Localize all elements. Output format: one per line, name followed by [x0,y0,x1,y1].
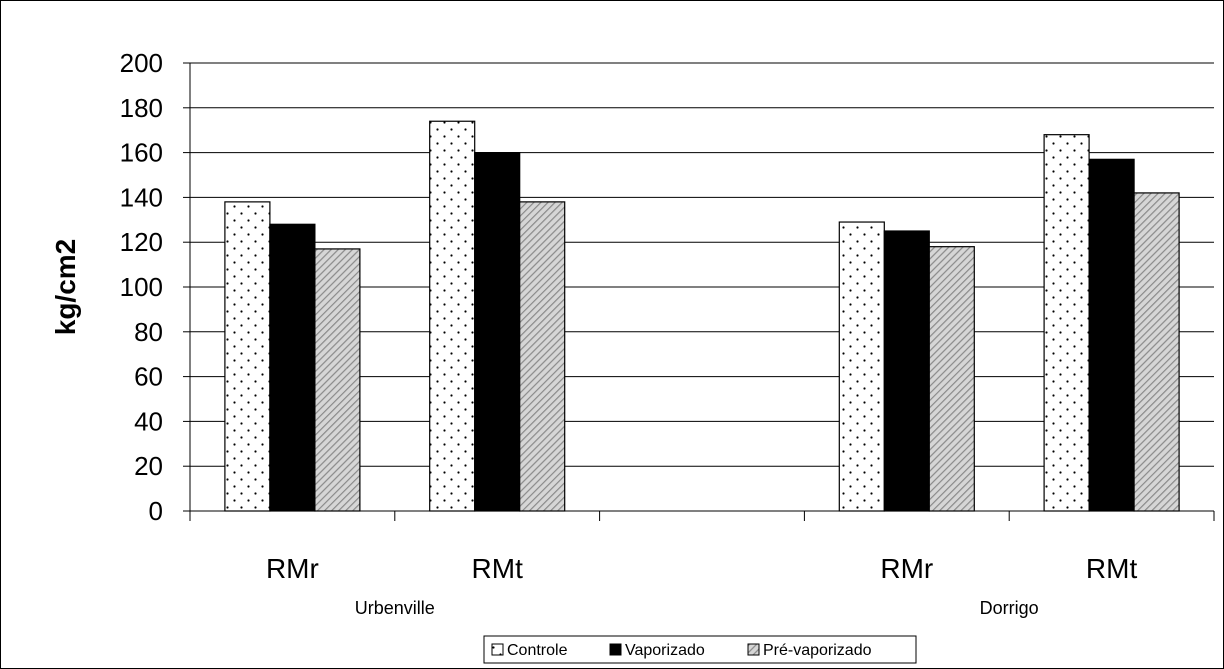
x-group-label: Urbenville [355,598,435,618]
y-tick-label: 80 [134,317,163,347]
y-tick-label: 60 [134,362,163,392]
x-category-label: RMr [880,553,933,584]
bar-rmt-pré-vaporizado [519,201,566,512]
x-group-label: Dorrigo [980,598,1039,618]
y-tick-label: 120 [120,227,163,257]
y-tick-label: 160 [120,138,163,168]
legend-label: Pré-vaporizado [763,642,872,659]
y-tick-label: 140 [120,182,163,212]
legend-swatch-controle [491,643,504,656]
bar-rmr-controle [224,201,271,512]
bar-rmr-pré-vaporizado [314,248,361,512]
legend-swatch-vaporizado [609,643,622,656]
bar-rmt-vaporizado [474,152,521,512]
bar-rmt-controle [1043,134,1090,512]
x-category-label: RMt [472,553,524,584]
legend [483,635,917,664]
bar-rmr-pré-vaporizado [928,246,975,512]
y-tick-label: 40 [134,406,163,436]
x-category-label: RMr [266,553,319,584]
y-tick-label: 200 [120,48,163,78]
legend-label: Vaporizado [625,642,705,659]
y-tick-label: 100 [120,272,163,302]
bar-rmr-vaporizado [883,230,930,512]
bar-rmr-vaporizado [269,223,316,512]
y-axis-title: kg/cm2 [50,239,81,336]
bar-rmt-vaporizado [1088,158,1135,512]
bar-rmr-controle [838,221,885,512]
y-tick-label: 0 [149,496,163,526]
y-tick-label: 20 [134,451,163,481]
x-category-label: RMt [1086,553,1138,584]
legend-swatch-pré-vaporizado [747,643,760,656]
bar-rmt-controle [429,120,476,512]
bar-rmt-pré-vaporizado [1133,192,1180,512]
y-tick-label: 180 [120,93,163,123]
legend-label: Controle [507,642,568,659]
